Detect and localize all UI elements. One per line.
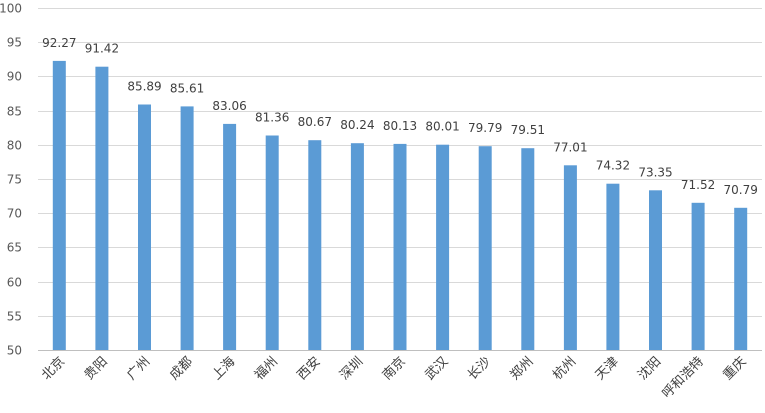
y-tick-label: 55 <box>7 310 22 324</box>
bar <box>478 146 492 350</box>
x-tick-label: 重庆 <box>720 354 750 384</box>
data-label: 73.35 <box>638 165 672 179</box>
y-tick-label: 70 <box>7 207 22 221</box>
bar <box>563 165 577 350</box>
y-tick-label: 65 <box>7 241 22 255</box>
bar <box>606 183 620 350</box>
bar <box>180 106 194 351</box>
x-tick-label: 上海 <box>209 354 238 383</box>
bar <box>308 140 322 350</box>
bar <box>393 143 407 350</box>
y-tick-label: 75 <box>7 173 22 187</box>
data-label: 91.42 <box>85 42 119 56</box>
data-label: 80.24 <box>340 118 374 132</box>
x-tick-label: 长沙 <box>465 354 494 383</box>
x-tick-label: 贵阳 <box>82 354 111 383</box>
data-label: 70.79 <box>724 183 758 197</box>
data-label: 80.13 <box>383 119 417 133</box>
x-tick-label: 呼和浩特 <box>660 354 707 401</box>
data-label: 71.52 <box>681 178 715 192</box>
x-tick-label: 深圳 <box>337 354 366 383</box>
data-label: 77.01 <box>553 140 587 154</box>
data-label: 85.61 <box>170 81 204 95</box>
bar <box>436 144 450 350</box>
data-label: 83.06 <box>212 99 246 113</box>
data-label: 79.51 <box>511 123 545 137</box>
y-tick-label: 90 <box>7 70 22 84</box>
x-tick-label: 天津 <box>593 354 622 383</box>
x-tick-label: 南京 <box>379 354 409 384</box>
bar <box>521 148 535 350</box>
y-tick-label: 50 <box>7 344 22 358</box>
bar <box>691 202 705 350</box>
data-label: 81.36 <box>255 111 289 125</box>
x-tick-label: 广州 <box>124 354 153 383</box>
data-label: 74.32 <box>596 159 630 173</box>
x-tick-label: 郑州 <box>508 354 537 383</box>
y-axis: 50 55 60 65 70 75 80 85 90 95 100 <box>0 2 22 358</box>
x-tick-label: 西安 <box>295 354 324 383</box>
x-tick-label: 北京 <box>39 354 68 383</box>
data-label: 80.01 <box>425 120 459 134</box>
bar <box>265 135 279 350</box>
bar <box>95 66 109 350</box>
y-tick-label: 95 <box>7 36 22 50</box>
bar <box>350 143 364 350</box>
x-tick-label: 沈阳 <box>635 354 664 383</box>
y-tick-label: 60 <box>7 276 22 290</box>
data-labels: 92.27 91.42 85.89 85.61 83.06 81.36 80.67 80.24… <box>42 36 758 197</box>
x-tick-label: 武汉 <box>422 354 451 383</box>
y-tick-label: 100 <box>0 2 22 16</box>
data-label: 80.67 <box>298 115 332 129</box>
x-tick-label: 福州 <box>252 354 281 383</box>
data-label: 85.89 <box>127 80 161 94</box>
data-label: 79.79 <box>468 121 502 135</box>
x-tick-label: 杭州 <box>550 354 579 383</box>
bars <box>52 60 748 351</box>
x-tick-label: 成都 <box>167 354 196 383</box>
y-tick-label: 85 <box>7 105 22 119</box>
bar <box>138 104 151 350</box>
y-tick-label: 80 <box>7 139 22 153</box>
bar <box>649 190 662 350</box>
bar <box>52 60 66 351</box>
bar <box>734 207 748 350</box>
bar <box>223 123 237 351</box>
data-label: 92.27 <box>42 36 76 50</box>
